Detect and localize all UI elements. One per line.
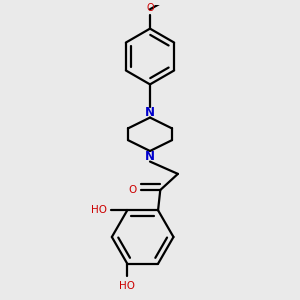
Text: HO: HO — [91, 205, 107, 215]
Text: O: O — [128, 185, 137, 195]
Text: N: N — [145, 150, 155, 163]
Text: N: N — [145, 106, 155, 119]
Text: O: O — [146, 3, 154, 13]
Text: HO: HO — [119, 281, 135, 291]
